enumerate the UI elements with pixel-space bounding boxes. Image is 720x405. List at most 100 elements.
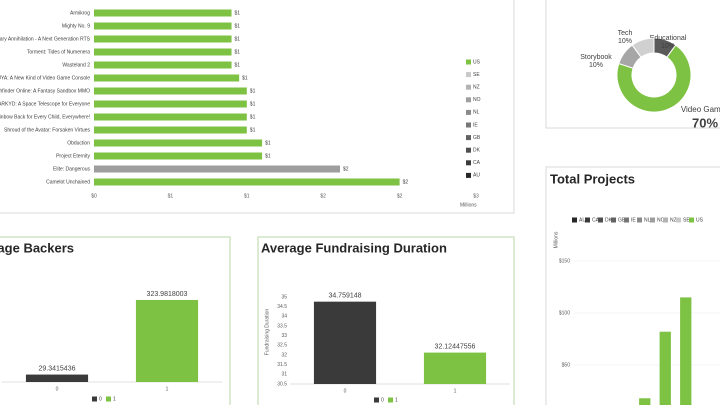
slice-value: 70% [692,115,718,130]
x-tick-label: 0 [344,388,347,394]
bar [94,126,247,134]
legend-swatch [466,172,471,178]
category-label: Elite: Dangerous [53,166,90,172]
value-label: $1 [235,23,241,29]
legend-label: NO [473,97,481,103]
category-label: Shroud of the Avatar: Forsaken Virtues [4,127,90,133]
slice-label: Tech [618,30,633,37]
panel [0,0,515,214]
legend-swatch [598,217,603,223]
x-tick-label: $3 [473,193,479,199]
bar [94,87,247,95]
chart-title: Total Projects [550,171,635,186]
bar [659,331,671,405]
value-label: $1 [235,10,241,16]
legend-label: NO [657,217,665,223]
legend-label: 0 [381,397,384,403]
y-axis-label: Millions [553,231,559,248]
pie-slice [631,37,655,58]
y-tick-label: 30.5 [277,381,287,387]
legend-swatch [466,109,471,115]
y-tick-label: $50 [562,362,571,368]
value-label: $2 [343,166,349,172]
x-tick-label: 1 [454,388,457,394]
slice-value: 10% [618,38,632,45]
value-label: $1 [250,101,256,107]
legend-swatch [466,84,471,90]
x-tick-label: $2 [397,193,403,199]
y-tick-label: 31.5 [277,362,287,368]
category-label: g Rainbow Back for Every Child, Everywhe… [0,114,90,120]
value-label: $1 [235,49,241,55]
bar [94,61,232,69]
legend-swatch [466,135,471,141]
legend-label: GB [618,217,626,223]
legend-swatch [466,122,471,128]
slice-label: Storybook [580,54,612,61]
category-label: Mighty No. 9 [62,23,90,29]
legend-swatch [466,72,471,78]
bar [94,35,232,43]
legend-label: CA [592,217,600,223]
y-tick-label: 34.5 [277,304,287,310]
bar [25,374,89,382]
legend-swatch [663,217,668,223]
legend-swatch [374,397,379,403]
y-tick-label: 33.5 [277,323,287,329]
category-label: OUYA: A New Kind of Video Game Console [0,75,90,81]
category-label: Obduction [67,140,90,146]
y-tick-label: 34 [281,314,287,320]
category-label: ARKYD: A Space Telescope for Everyone [0,101,90,107]
legend-label: SE [683,217,690,223]
legend-label: SE [473,72,480,78]
slice-value: 10% [589,62,603,69]
x-tick-label: $1 [244,193,250,199]
bar [94,152,263,160]
chart-title: Average Backers [0,240,74,255]
bar [94,9,232,17]
legend-swatch [585,217,590,223]
bar [94,74,240,82]
y-axis-label: Fundraising Duration [264,309,270,356]
slice-label: Educational [650,35,687,42]
category-label: Project Eternity [56,153,90,159]
value-label: $1 [250,88,256,94]
y-tick-label: 33 [281,333,287,339]
x-tick-label: 1 [166,386,169,392]
legend-label: NL [644,217,651,223]
legend-swatch [637,217,642,223]
legend-swatch [624,217,629,223]
legend-label: AU [473,173,480,179]
value-label: $1 [265,153,271,159]
panel [545,166,720,405]
bar [639,398,651,405]
category-label: Torment: Tides of Numenera [27,49,90,55]
value-label: $1 [250,127,256,133]
legend-label: NZ [670,217,677,223]
value-label: $1 [265,140,271,146]
legend-label: 1 [395,397,398,403]
value-label: $1 [250,114,256,120]
legend-label: CA [473,160,481,166]
category-label: Camelot Unchained [46,179,90,185]
x-tick-label: $1 [168,193,174,199]
bar [94,100,247,108]
bar [423,352,487,384]
legend-label: DK [473,148,481,154]
value-label: $1 [235,62,241,68]
bar [94,113,247,121]
legend-swatch [92,396,97,402]
slice-label: Video Games [681,105,720,114]
bar [94,178,400,186]
legend-swatch [106,396,111,402]
x-tick-label: 0 [56,386,59,392]
pie-slice [616,44,692,113]
bar [313,301,377,384]
legend-label: AU [579,217,586,223]
legend-swatch [572,217,577,223]
legend-label: 1 [113,396,116,402]
slice-value: 10% [661,43,675,50]
legend-label: IE [473,122,478,128]
legend-swatch [611,217,616,223]
